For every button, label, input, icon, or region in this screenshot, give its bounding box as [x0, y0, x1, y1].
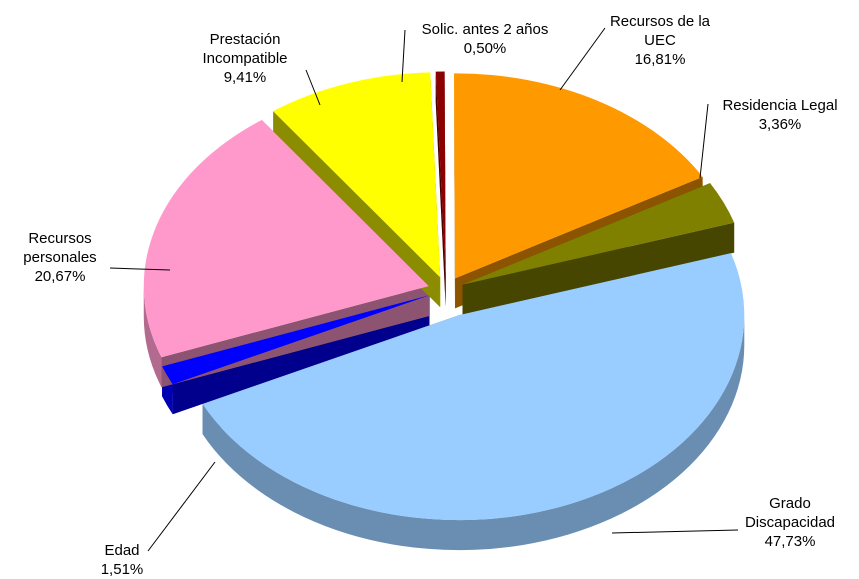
- slice: [435, 71, 446, 277]
- slice: [454, 73, 703, 279]
- slice-side: [435, 71, 446, 307]
- slice-side-shade: [462, 222, 735, 315]
- slice: [462, 183, 735, 285]
- slice-label: Recursos personales 20,67%: [5, 229, 115, 286]
- leader-line: [611, 529, 739, 534]
- leader-line: [559, 27, 606, 91]
- slice-side: [202, 315, 745, 551]
- slice-label: Solic. antes 2 años 0,50%: [400, 20, 570, 58]
- leader-line: [109, 267, 171, 271]
- leader-line: [699, 103, 709, 179]
- category-name: Prestación Incompatible: [202, 31, 288, 67]
- value-label: 1,51%: [100, 561, 144, 578]
- slice: [202, 253, 745, 521]
- leader-line: [401, 29, 406, 83]
- slice-side-shade: [143, 286, 162, 388]
- value-label: 47,73%: [764, 533, 816, 550]
- slice-side-shade: [454, 73, 456, 309]
- slice: [162, 295, 430, 385]
- category-name: Recursos personales: [23, 230, 97, 266]
- slice: [273, 72, 441, 278]
- slice-label: Prestación Incompatible 9,41%: [185, 30, 305, 87]
- slice-side-shade: [202, 315, 745, 551]
- slice: [143, 119, 429, 358]
- slice-label: Edad 1,51%: [82, 541, 162, 579]
- slice-side: [143, 286, 162, 388]
- leader-line: [305, 69, 321, 106]
- value-label: 20,67%: [34, 268, 86, 285]
- category-name: Edad: [104, 542, 140, 559]
- category-name: Solic. antes 2 años: [421, 21, 549, 38]
- category-name: Residencia Legal: [722, 97, 838, 114]
- slice-tops: [143, 71, 745, 521]
- slice-label: Residencia Legal 3,36%: [705, 96, 855, 134]
- value-label: 3,36%: [758, 116, 802, 133]
- category-name: Grado Discapacidad: [744, 495, 836, 531]
- slice-label: Recursos de la UEC 16,81%: [600, 12, 720, 69]
- leader-line: [147, 461, 216, 552]
- value-label: 0,50%: [463, 40, 507, 57]
- category-name: Recursos de la UEC: [609, 13, 711, 49]
- slice-label: Grado Discapacidad 47,73%: [730, 494, 850, 551]
- slice-side-shade: [435, 71, 446, 307]
- slice-side: [462, 222, 735, 315]
- value-label: 16,81%: [634, 51, 686, 68]
- value-label: 9,41%: [223, 69, 267, 86]
- slice-side: [454, 73, 456, 309]
